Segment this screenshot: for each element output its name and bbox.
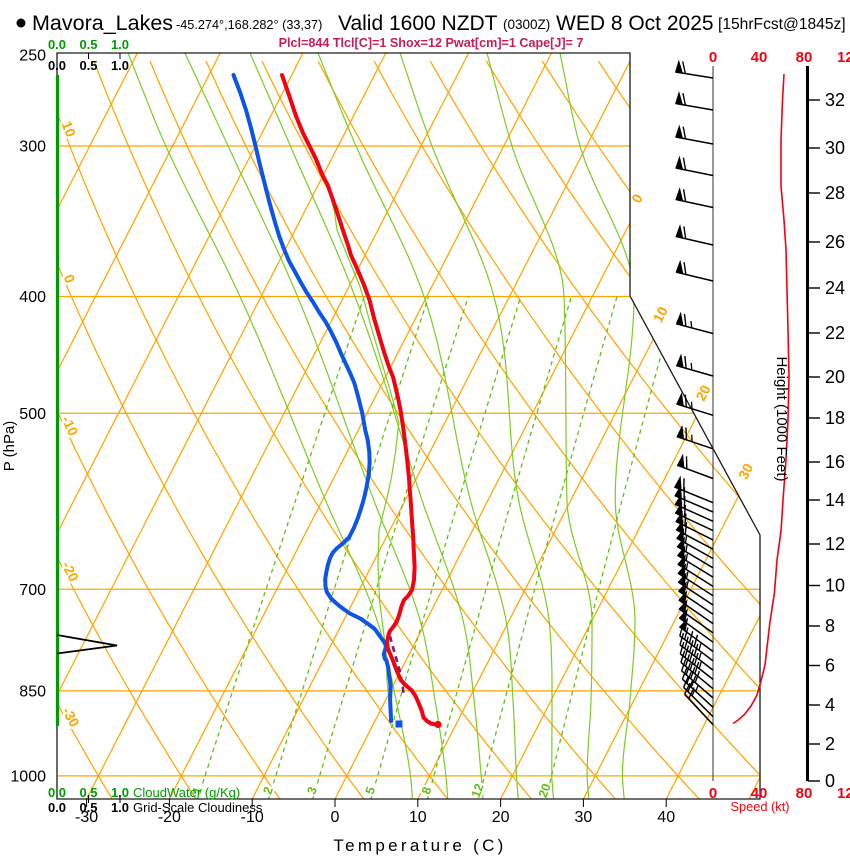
svg-text:24: 24 (825, 278, 845, 298)
svg-text:120: 120 (837, 785, 850, 802)
svg-text:-30: -30 (75, 809, 98, 826)
svg-text:[15hrFcst@1845z]: [15hrFcst@1845z] (718, 16, 846, 33)
svg-text:16: 16 (825, 452, 845, 472)
svg-text:Mavora_Lakes: Mavora_Lakes (32, 11, 173, 35)
svg-text:(0300Z): (0300Z) (503, 17, 550, 32)
svg-text:40: 40 (751, 49, 768, 66)
svg-text:0: 0 (709, 785, 717, 802)
svg-text:300: 300 (19, 139, 46, 156)
svg-text:1.0: 1.0 (111, 58, 129, 73)
svg-text:8: 8 (825, 616, 835, 636)
svg-text:28: 28 (825, 183, 845, 203)
svg-text:0: 0 (825, 771, 835, 791)
svg-text:10: 10 (825, 576, 845, 596)
svg-text:120: 120 (837, 49, 850, 66)
svg-text:20: 20 (825, 367, 845, 387)
svg-text:2: 2 (825, 734, 835, 754)
svg-text:20: 20 (492, 809, 510, 826)
svg-text:250: 250 (19, 48, 46, 65)
svg-text:-20: -20 (158, 809, 181, 826)
svg-text:500: 500 (19, 406, 46, 423)
svg-text:40: 40 (657, 809, 675, 826)
svg-text:Temperature (C): Temperature (C) (333, 836, 506, 855)
svg-text:1.0: 1.0 (111, 37, 129, 52)
svg-text:22: 22 (825, 323, 845, 343)
svg-text:-45.274°,168.282° (33,37): -45.274°,168.282° (33,37) (176, 18, 322, 32)
svg-text:26: 26 (825, 232, 845, 252)
svg-text:Plcl=844 Tlcl[C]=1 Shox=12 Pwa: Plcl=844 Tlcl[C]=1 Shox=12 Pwat[cm]=1 Ca… (279, 36, 584, 50)
svg-text:1000: 1000 (10, 768, 46, 785)
svg-text:700: 700 (19, 582, 46, 599)
svg-text:14: 14 (825, 490, 845, 510)
svg-text:0.0: 0.0 (48, 800, 66, 815)
svg-text:10: 10 (409, 809, 427, 826)
svg-text:12: 12 (825, 534, 845, 554)
svg-text:0: 0 (709, 49, 717, 66)
svg-text:80: 80 (796, 785, 813, 802)
svg-text:Valid 1600 NZDT: Valid 1600 NZDT (338, 12, 498, 35)
svg-text:4: 4 (825, 695, 835, 715)
svg-text:P (hPa): P (hPa) (1, 421, 18, 472)
svg-text:WED 8 Oct 2025: WED 8 Oct 2025 (556, 12, 714, 35)
svg-text:0.0: 0.0 (48, 785, 66, 800)
svg-text:30: 30 (825, 138, 845, 158)
svg-text:6: 6 (825, 656, 835, 676)
svg-text:-10: -10 (241, 809, 264, 826)
svg-text:0: 0 (331, 809, 340, 826)
svg-text:18: 18 (825, 408, 845, 428)
svg-text:0.0: 0.0 (48, 37, 66, 52)
svg-text:0.0: 0.0 (48, 58, 66, 73)
svg-text:Height (1000 Feet): Height (1000 Feet) (773, 356, 790, 481)
svg-text:Speed (kt): Speed (kt) (730, 799, 789, 814)
svg-text:80: 80 (796, 49, 813, 66)
svg-text:30: 30 (575, 809, 593, 826)
svg-text:32: 32 (825, 90, 845, 110)
svg-text:400: 400 (19, 289, 46, 306)
svg-text:0.5: 0.5 (79, 58, 97, 73)
svg-text:850: 850 (19, 683, 46, 700)
svg-text:0.5: 0.5 (79, 37, 97, 52)
svg-text:CloudWater (g/Kg): CloudWater (g/Kg) (133, 785, 240, 800)
